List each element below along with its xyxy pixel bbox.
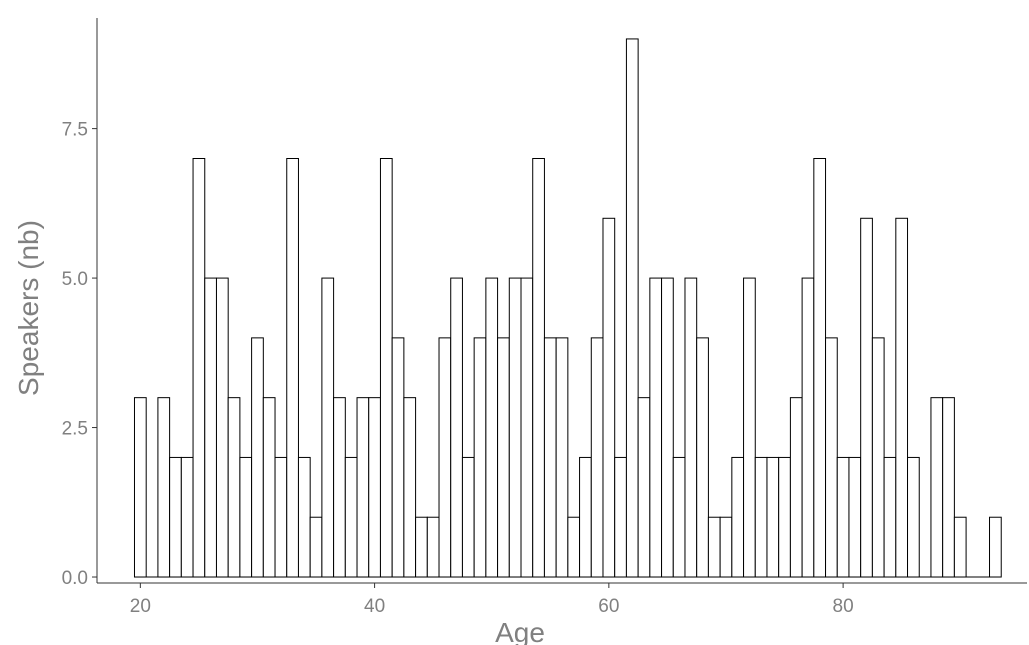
x-axis-title: Age	[495, 617, 545, 645]
bar	[239, 456, 253, 578]
bar	[508, 277, 522, 578]
bar	[473, 337, 487, 578]
x-tick-label: 60	[598, 596, 619, 617]
bar	[766, 456, 780, 578]
bar	[860, 217, 873, 578]
bar	[848, 456, 862, 578]
bar	[907, 456, 920, 578]
bar	[707, 516, 721, 578]
bar	[743, 277, 756, 578]
bar	[262, 397, 276, 578]
bar	[871, 337, 885, 578]
bar	[801, 277, 815, 578]
bar	[321, 277, 335, 578]
bar	[379, 158, 393, 578]
bar	[438, 337, 452, 578]
bar	[731, 456, 745, 578]
bar	[309, 516, 323, 578]
bar	[789, 397, 803, 578]
bar	[403, 397, 417, 578]
bar	[180, 456, 194, 578]
bar	[754, 456, 768, 578]
bar	[637, 397, 651, 578]
bar	[286, 158, 299, 578]
bar	[567, 516, 581, 578]
bar	[169, 456, 182, 578]
bar	[344, 456, 358, 578]
bar	[274, 456, 288, 578]
y-tick-label: 2.5	[62, 419, 88, 440]
bar	[778, 456, 791, 578]
bar	[825, 337, 838, 578]
y-tick-label: 0.0	[62, 568, 88, 589]
bar	[227, 397, 241, 578]
bar	[614, 456, 627, 578]
bar	[497, 337, 510, 578]
bar	[649, 277, 663, 578]
bar	[895, 217, 909, 578]
bar	[391, 337, 405, 578]
bar	[696, 337, 709, 578]
y-axis-title: Speakers (nb)	[13, 220, 44, 396]
bar	[543, 337, 557, 578]
bar	[333, 397, 346, 578]
bar	[485, 277, 499, 578]
bar	[602, 217, 616, 578]
bar	[356, 397, 370, 578]
bar	[297, 456, 311, 578]
bar	[625, 38, 639, 578]
x-tick-label: 40	[364, 596, 385, 617]
bar	[989, 516, 1002, 578]
bar	[251, 337, 264, 578]
bar	[813, 158, 827, 578]
bar	[215, 277, 229, 578]
bar	[192, 158, 206, 578]
bar	[450, 277, 463, 578]
bar	[555, 337, 569, 578]
bar	[684, 277, 698, 578]
bar	[661, 277, 674, 578]
bar	[672, 456, 686, 578]
bar	[930, 397, 944, 578]
bar	[426, 516, 440, 578]
bar	[133, 397, 147, 578]
x-axis-ticks: 20 40 60 80	[130, 583, 854, 617]
y-axis-ticks: 0.0 2.5 5.0 7.5	[62, 120, 97, 589]
bar	[157, 397, 171, 578]
bar	[204, 277, 217, 578]
bar	[590, 337, 604, 578]
bar	[953, 516, 967, 578]
bar	[415, 516, 428, 578]
x-tick-label: 20	[130, 596, 151, 617]
bars-group	[133, 38, 1002, 578]
bar	[461, 456, 475, 578]
bar	[836, 456, 850, 578]
bar	[368, 397, 381, 578]
y-tick-label: 5.0	[62, 269, 88, 290]
x-tick-label: 80	[833, 596, 854, 617]
bar	[579, 456, 592, 578]
bar	[520, 277, 534, 578]
bar	[883, 456, 897, 578]
bar	[532, 158, 545, 578]
bar	[719, 516, 733, 578]
bar	[942, 397, 955, 578]
y-tick-label: 7.5	[62, 120, 88, 141]
